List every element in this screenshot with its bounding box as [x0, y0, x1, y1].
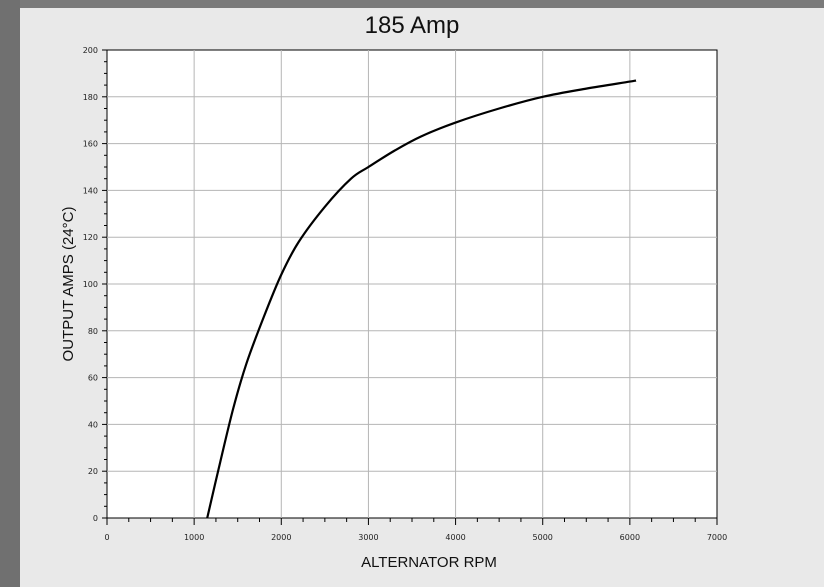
x-tick-label: 1000	[184, 533, 204, 542]
left-border	[0, 0, 20, 587]
gridlines	[107, 50, 717, 518]
series-line-group	[206, 79, 637, 519]
x-tick-label: 4000	[445, 533, 465, 542]
x-tick-label: 3000	[358, 533, 378, 542]
x-tick-label: 2000	[271, 533, 291, 542]
chart-title: 185 Amp	[364, 12, 460, 39]
x-tick-label: 0	[104, 533, 109, 542]
x-axis-label: ALTERNATOR RPM	[361, 554, 497, 571]
x-tick-label: 7000	[707, 533, 727, 542]
y-tick-label: 100	[83, 280, 98, 289]
y-tick-label: 20	[88, 467, 98, 476]
y-tick-label: 80	[88, 327, 98, 336]
y-tick-label: 120	[83, 233, 98, 242]
y-axis-label: OUTPUT AMPS (24°C)	[60, 207, 77, 362]
y-tick-label: 180	[83, 93, 98, 102]
y-tick-label: 160	[83, 140, 98, 149]
y-tick-label: 140	[83, 186, 98, 195]
y-tick-label: 0	[93, 514, 98, 523]
x-tick-label: 5000	[533, 533, 553, 542]
y-tick-label: 40	[88, 420, 98, 429]
x-tick-label: 6000	[620, 533, 640, 542]
y-tick-label: 60	[88, 374, 98, 383]
axis-ticks: 0 1000 2000 3000 4000 5000 6000 7000 0 20 40 60 80 10…	[83, 46, 727, 542]
y-tick-label: 200	[83, 46, 98, 55]
series-line	[206, 79, 637, 519]
